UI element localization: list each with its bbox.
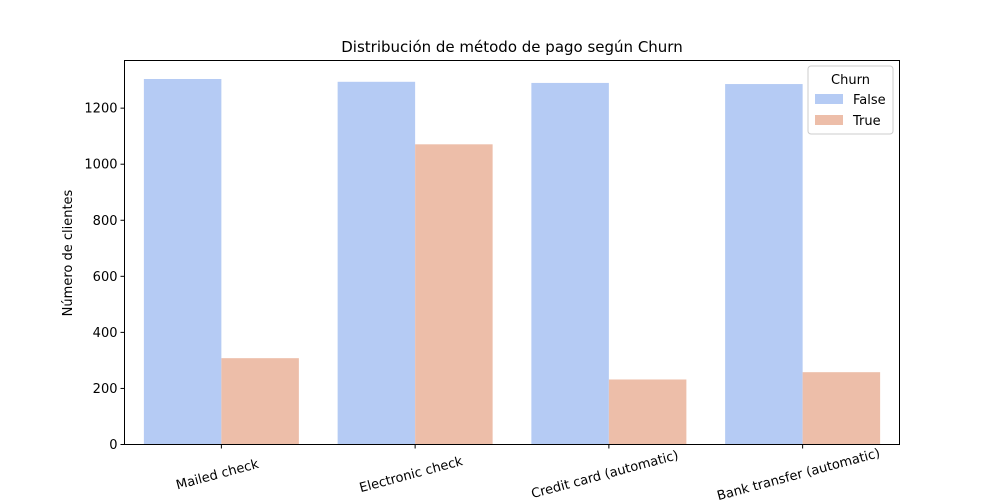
plot-frame	[124, 60, 900, 445]
y-axis: 0 200 400 600 800 1000 1200	[84, 102, 125, 453]
bar-true-2	[415, 144, 493, 445]
bar-false-1	[143, 78, 222, 445]
y-tick-label: 600	[93, 270, 118, 285]
y-tick-label: 1200	[84, 102, 117, 117]
x-tick-label: Mailed check	[175, 457, 261, 494]
bars-layer	[143, 78, 881, 445]
legend: Churn False True	[807, 65, 894, 135]
x-tick-label: Electronic check	[358, 454, 465, 496]
bar-true-3	[608, 379, 687, 445]
chart-title: Distribución de método de pago según Chu…	[341, 38, 682, 56]
y-axis-label: Número de clientes	[61, 189, 76, 316]
x-tick-label: Credit card (automatic)	[530, 448, 680, 500]
legend-swatch-true	[815, 115, 843, 125]
bar-false-4	[725, 84, 803, 445]
y-tick-label: 1000	[84, 158, 117, 173]
bar-false-2	[337, 81, 416, 445]
x-tick-label: Bank transfer (automatic)	[716, 446, 882, 500]
y-tick-label: 400	[93, 326, 118, 341]
legend-title: Churn	[831, 73, 870, 88]
y-tick-label: 200	[93, 382, 118, 397]
legend-label-true: True	[852, 114, 881, 129]
y-tick-label: 0	[109, 438, 117, 453]
bar-false-3	[531, 82, 609, 445]
bar-true-4	[802, 372, 881, 445]
bar-true-1	[221, 358, 299, 445]
legend-label-false: False	[853, 93, 886, 108]
legend-swatch-false	[815, 94, 843, 104]
y-tick-label: 800	[93, 214, 118, 229]
x-axis: Mailed check Electronic check Credit card …	[175, 444, 882, 500]
